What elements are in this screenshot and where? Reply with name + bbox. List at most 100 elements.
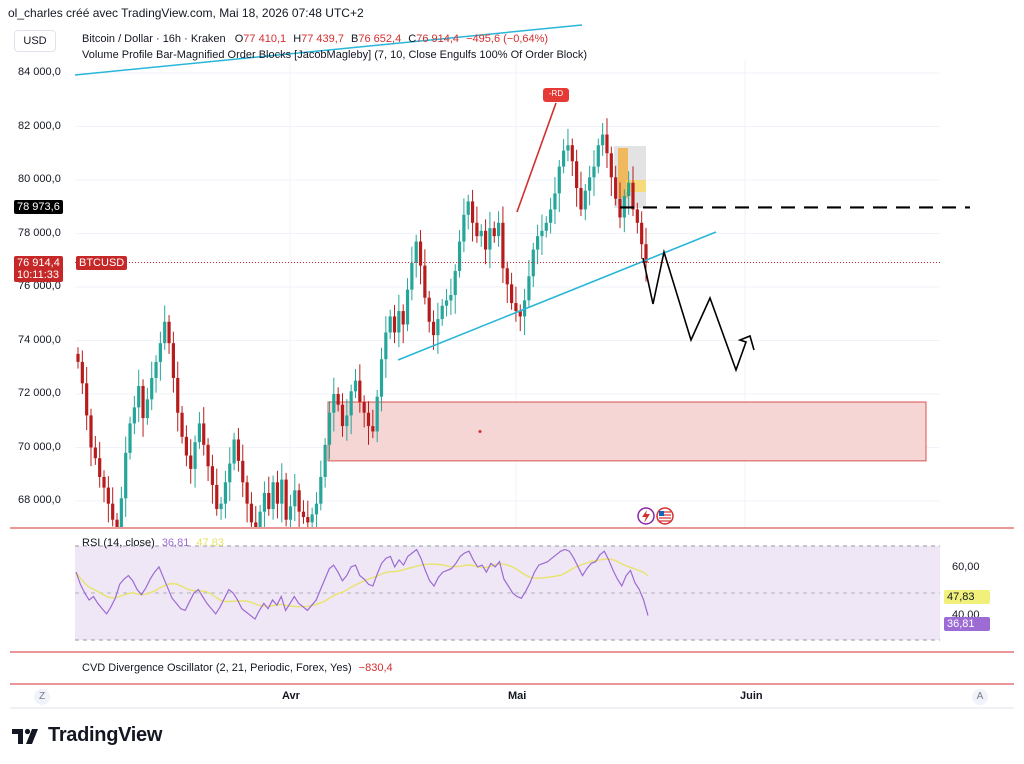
candle-body <box>115 519 119 527</box>
flash-event-glyph <box>642 510 650 523</box>
rsi-value-badge: 36,81 <box>944 617 990 631</box>
rsi-line <box>75 548 649 621</box>
candle-body <box>635 209 639 223</box>
candle-body <box>553 193 557 210</box>
candle-body <box>470 201 475 223</box>
us-flag-canton <box>659 511 664 516</box>
candle-body <box>128 423 132 453</box>
candle-body <box>496 222 501 237</box>
candle-body <box>345 415 349 427</box>
candle-body <box>93 447 97 459</box>
candle-body <box>163 321 167 344</box>
auto-scale-button[interactable]: A <box>972 689 988 705</box>
candle-body <box>466 201 470 215</box>
high-value: 77 439,7 <box>301 33 344 45</box>
cvd-title: CVD Divergence Oscillator (2, 21, Period… <box>82 662 352 674</box>
price-axis-tick-label: 76 000,0 <box>18 280 61 292</box>
candle-body <box>228 463 232 483</box>
low-label: B <box>351 33 359 45</box>
candle-body <box>306 517 310 523</box>
rsi-legend[interactable]: RSI (14, close) 36,81 47,83 <box>82 537 224 549</box>
high-label: H <box>293 33 302 45</box>
rsi-ma-line <box>75 558 649 608</box>
candle-body <box>180 412 184 437</box>
open-value: 77 410,1 <box>243 33 287 45</box>
price-axis-tick-label: 84 000,0 <box>18 66 61 78</box>
zoom-button[interactable]: Z <box>34 689 50 705</box>
candle-body <box>514 303 518 312</box>
candle-body <box>362 402 366 413</box>
candle-body <box>570 145 574 162</box>
candle-body <box>141 385 145 419</box>
candle-body <box>85 383 89 416</box>
brand-name: TradingView <box>48 724 163 746</box>
candle-body <box>505 268 509 285</box>
cvd-legend[interactable]: CVD Divergence Oscillator (2, 21, Period… <box>82 662 393 674</box>
peak-marker-label: -RD <box>548 89 564 98</box>
candle-body <box>223 482 228 504</box>
candle-body <box>340 404 345 427</box>
close-label: C <box>408 33 417 45</box>
candle-body <box>627 182 631 197</box>
symbol-name[interactable]: Bitcoin / Dollar · 16h · Kraken <box>82 33 226 45</box>
rsi-axis-label-60: 60,00 <box>952 561 980 573</box>
candle-body <box>167 321 171 344</box>
candle-body <box>145 399 149 419</box>
candle-body <box>267 492 271 510</box>
candle-body <box>596 145 600 167</box>
candle-body <box>301 511 306 518</box>
order-block-volume-bar <box>618 148 628 198</box>
candle-body <box>475 222 479 237</box>
candle-body <box>275 482 280 504</box>
candle-body <box>457 241 462 271</box>
price-axis-tick-label: 82 000,0 <box>18 119 61 132</box>
candle-body <box>76 353 80 362</box>
candle-body <box>89 415 93 448</box>
currency-button[interactable]: USD <box>14 30 56 52</box>
indicator-legend[interactable]: Volume Profile Bar-Magnified Order Block… <box>82 49 588 61</box>
key-level-price-tag: 78 973,6 <box>14 200 63 214</box>
demand-zone <box>327 401 927 462</box>
price-axis-tick-label: 78 000,0 <box>18 226 61 239</box>
peak-marker <box>543 88 569 102</box>
candle-body <box>353 380 358 392</box>
candle-body <box>336 394 340 405</box>
rally-line <box>516 102 557 213</box>
candle-body <box>423 265 427 298</box>
candle-body <box>189 455 193 469</box>
candle-body <box>397 311 401 333</box>
candle-body <box>176 377 180 413</box>
candle-body <box>288 506 293 520</box>
candle-body <box>215 484 219 510</box>
change-value: −495,6 (−0,64%) <box>466 33 549 45</box>
candle-body <box>436 319 440 336</box>
candle-body <box>488 228 492 250</box>
candle-body <box>366 412 371 427</box>
candle-body <box>80 361 84 384</box>
time-axis-label-juin: Juin <box>740 690 763 702</box>
candle-body <box>609 153 613 178</box>
rsi-title: RSI (14, close) <box>82 537 155 549</box>
candle-body <box>379 359 384 397</box>
symbol-legend: Bitcoin / Dollar · 16h · Kraken O77 410,… <box>82 33 548 45</box>
candle-body <box>150 377 154 400</box>
candle-body <box>245 482 249 504</box>
candle-body <box>358 380 362 403</box>
candle-body <box>405 289 410 325</box>
candle-body <box>579 188 583 210</box>
candle-body <box>531 249 535 277</box>
candle-body <box>518 311 522 317</box>
rsi-value: 36,81 <box>161 537 190 549</box>
candle-body <box>440 305 444 320</box>
low-value: 76 652,4 <box>358 33 402 45</box>
candle-body <box>544 222 548 231</box>
candle-body <box>314 503 319 515</box>
open-label: O <box>234 33 244 45</box>
tradingview-brand: TradingView <box>12 724 162 747</box>
candle-body <box>492 228 496 237</box>
candle-body <box>392 316 397 333</box>
close-value: 76 914,4 <box>416 33 460 45</box>
ticker-tag: BTCUSD <box>76 256 128 270</box>
candle-body <box>384 332 388 360</box>
